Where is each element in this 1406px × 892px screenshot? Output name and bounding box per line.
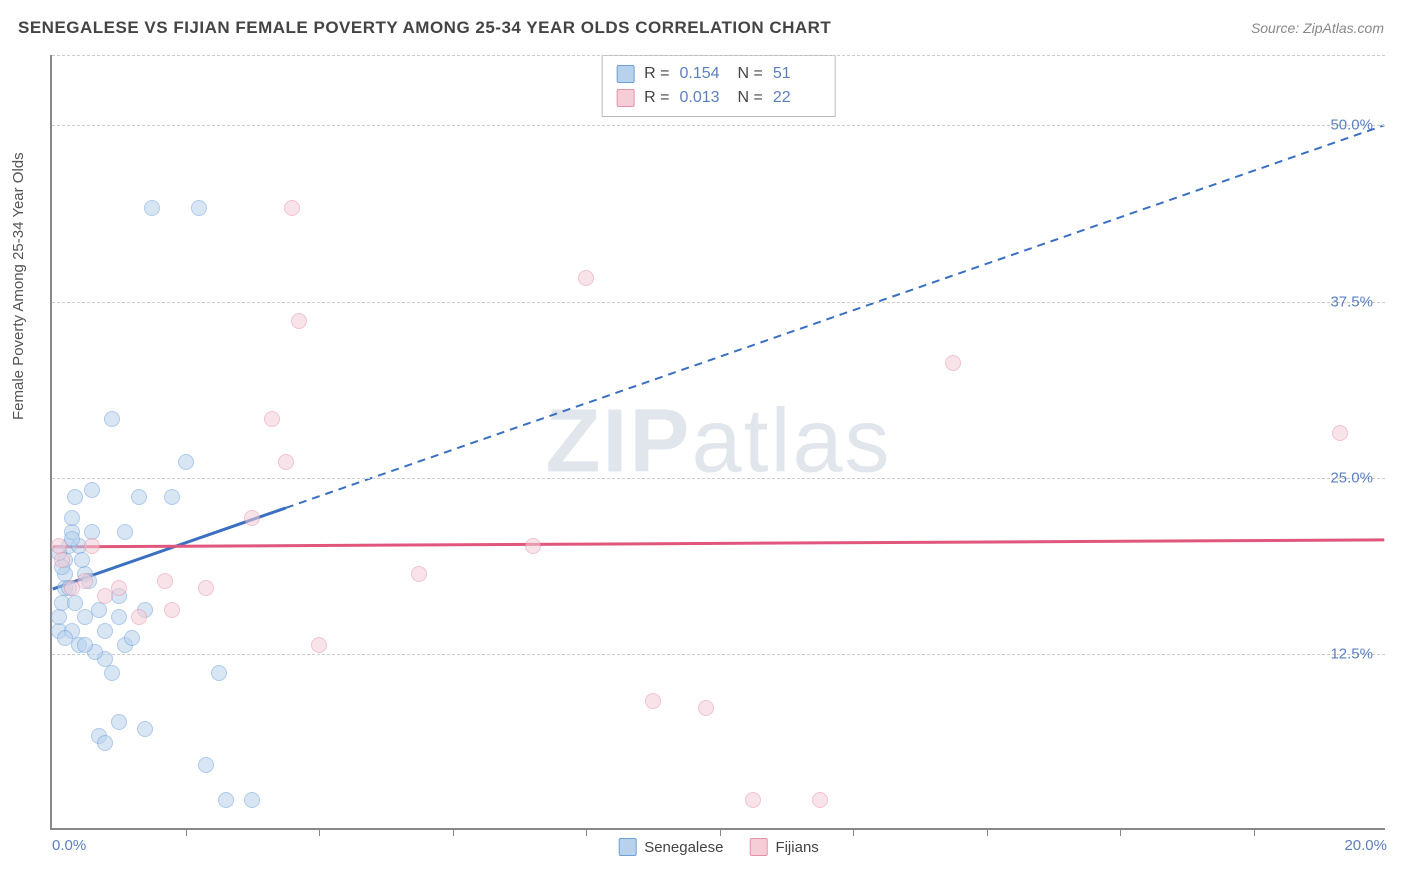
scatter-point: [137, 721, 153, 737]
n-label: N =: [738, 62, 763, 86]
r-label: R =: [644, 62, 669, 86]
scatter-point: [311, 637, 327, 653]
scatter-point: [131, 609, 147, 625]
scatter-point: [124, 630, 140, 646]
scatter-point: [91, 602, 107, 618]
y-tick-label: 37.5%: [1330, 293, 1373, 310]
y-tick-label: 25.0%: [1330, 469, 1373, 486]
scatter-point: [812, 792, 828, 808]
scatter-point: [578, 270, 594, 286]
watermark-bold: ZIP: [545, 391, 691, 491]
scatter-point: [178, 454, 194, 470]
scatter-point: [97, 735, 113, 751]
watermark-light: atlas: [691, 391, 891, 491]
scatter-point: [77, 573, 93, 589]
x-minor-tick: [186, 828, 187, 836]
n-value-fijians: 22: [773, 86, 821, 110]
bottom-legend: Senegalese Fijians: [618, 838, 819, 856]
gridline-h: [52, 478, 1385, 479]
x-minor-tick: [453, 828, 454, 836]
scatter-point: [278, 454, 294, 470]
y-axis-label: Female Poverty Among 25-34 Year Olds: [10, 152, 27, 420]
r-value-fijians: 0.013: [680, 86, 728, 110]
chart-plot-area: ZIPatlas R = 0.154 N = 51 R = 0.013 N = …: [50, 55, 1385, 830]
gridline-h: [52, 125, 1385, 126]
scatter-point: [1332, 425, 1348, 441]
scatter-point: [745, 792, 761, 808]
stats-row-fijians: R = 0.013 N = 22: [616, 86, 821, 110]
x-minor-tick: [586, 828, 587, 836]
scatter-point: [157, 573, 173, 589]
scatter-point: [144, 200, 160, 216]
x-tick-label: 20.0%: [1344, 837, 1387, 854]
scatter-point: [117, 524, 133, 540]
scatter-point: [111, 609, 127, 625]
scatter-point: [51, 609, 67, 625]
y-tick-label: 50.0%: [1330, 117, 1373, 134]
scatter-point: [945, 355, 961, 371]
scatter-point: [525, 538, 541, 554]
scatter-point: [164, 602, 180, 618]
scatter-point: [104, 411, 120, 427]
scatter-point: [57, 630, 73, 646]
gridline-h: [52, 302, 1385, 303]
trend-lines-svg: [52, 55, 1385, 828]
y-tick-label: 12.5%: [1330, 645, 1373, 662]
scatter-point: [54, 552, 70, 568]
scatter-point: [291, 313, 307, 329]
swatch-senegalese: [616, 65, 634, 83]
n-value-senegalese: 51: [773, 62, 821, 86]
legend-swatch-fijians: [749, 838, 767, 856]
legend-label-senegalese: Senegalese: [644, 839, 723, 856]
legend-swatch-senegalese: [618, 838, 636, 856]
scatter-point: [244, 510, 260, 526]
gridline-h: [52, 55, 1385, 56]
n-label: N =: [738, 86, 763, 110]
gridline-h: [52, 654, 1385, 655]
scatter-point: [191, 200, 207, 216]
r-label: R =: [644, 86, 669, 110]
stats-row-senegalese: R = 0.154 N = 51: [616, 62, 821, 86]
scatter-point: [264, 411, 280, 427]
scatter-point: [218, 792, 234, 808]
scatter-point: [244, 792, 260, 808]
scatter-point: [198, 757, 214, 773]
legend-label-fijians: Fijians: [775, 839, 818, 856]
scatter-point: [84, 482, 100, 498]
scatter-point: [411, 566, 427, 582]
scatter-point: [74, 552, 90, 568]
scatter-point: [645, 693, 661, 709]
scatter-point: [131, 489, 147, 505]
scatter-point: [84, 538, 100, 554]
scatter-point: [198, 580, 214, 596]
chart-title: SENEGALESE VS FIJIAN FEMALE POVERTY AMON…: [18, 18, 831, 38]
scatter-point: [698, 700, 714, 716]
correlation-stats-box: R = 0.154 N = 51 R = 0.013 N = 22: [601, 55, 836, 117]
source-attribution: Source: ZipAtlas.com: [1251, 20, 1384, 36]
x-minor-tick: [1120, 828, 1121, 836]
legend-item-senegalese: Senegalese: [618, 838, 723, 856]
scatter-point: [64, 510, 80, 526]
x-minor-tick: [987, 828, 988, 836]
x-minor-tick: [1254, 828, 1255, 836]
x-minor-tick: [720, 828, 721, 836]
scatter-point: [111, 580, 127, 596]
x-minor-tick: [319, 828, 320, 836]
scatter-point: [211, 665, 227, 681]
scatter-point: [164, 489, 180, 505]
scatter-point: [77, 637, 93, 653]
legend-item-fijians: Fijians: [749, 838, 818, 856]
scatter-point: [67, 595, 83, 611]
x-tick-label: 0.0%: [52, 837, 86, 854]
scatter-point: [67, 489, 83, 505]
scatter-point: [111, 714, 127, 730]
scatter-point: [104, 665, 120, 681]
swatch-fijians: [616, 89, 634, 107]
scatter-point: [97, 623, 113, 639]
x-minor-tick: [853, 828, 854, 836]
scatter-point: [284, 200, 300, 216]
r-value-senegalese: 0.154: [680, 62, 728, 86]
